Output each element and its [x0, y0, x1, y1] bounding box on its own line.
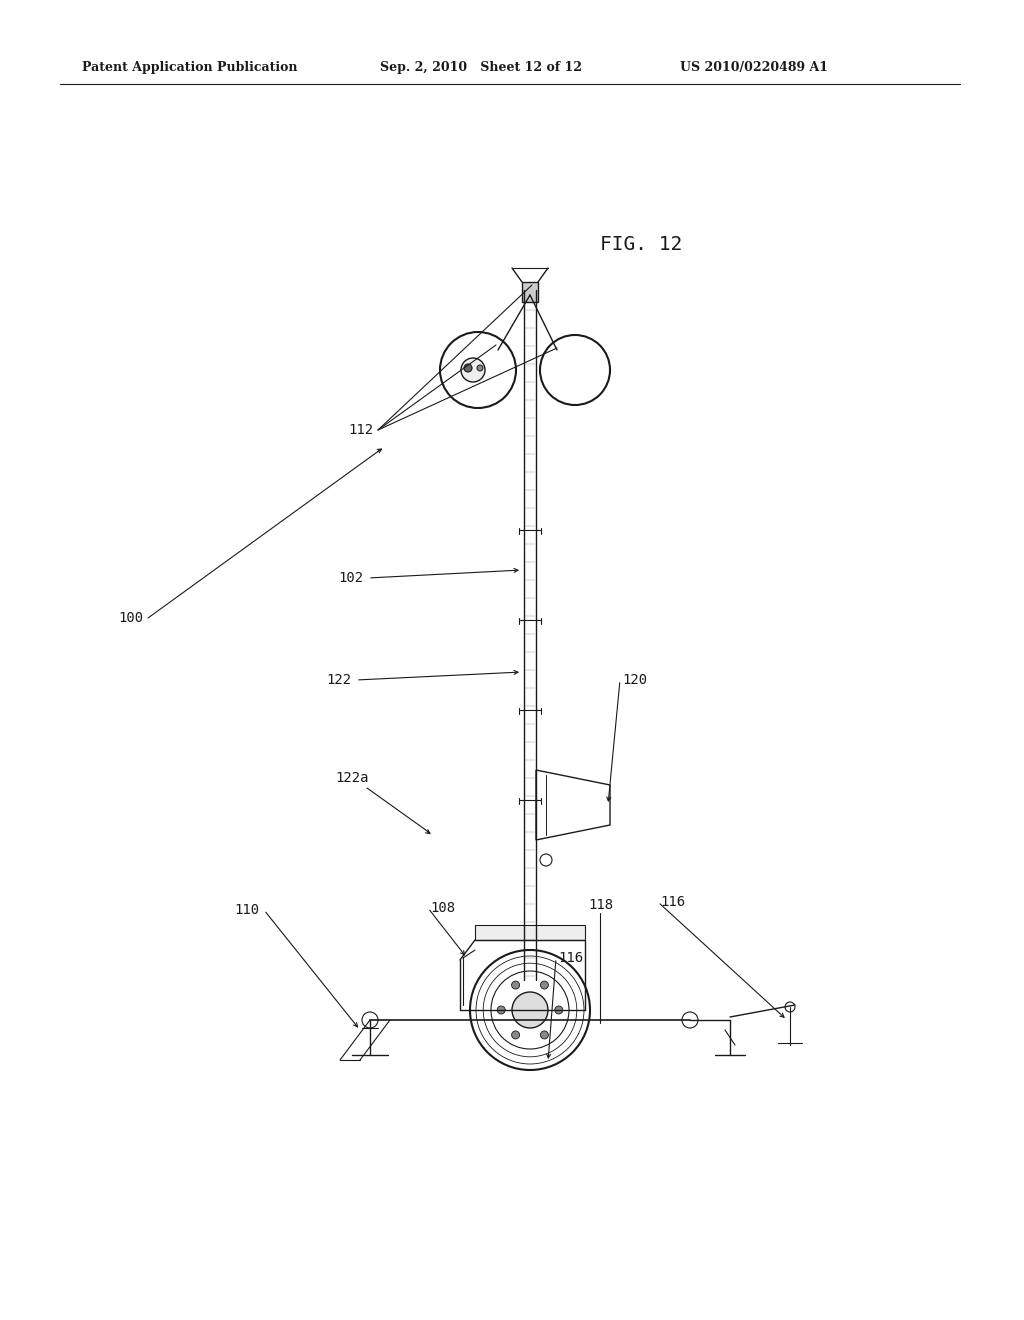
Text: 112: 112: [348, 422, 373, 437]
Circle shape: [490, 972, 569, 1049]
Bar: [536, 808, 554, 820]
Circle shape: [461, 358, 485, 381]
Circle shape: [541, 981, 549, 989]
Bar: [522, 282, 538, 302]
Circle shape: [682, 1012, 698, 1028]
Text: FIG. 12: FIG. 12: [600, 235, 682, 255]
Bar: [536, 822, 550, 832]
Polygon shape: [536, 770, 610, 840]
Text: 108: 108: [430, 902, 455, 915]
Text: 118: 118: [588, 898, 613, 912]
Circle shape: [362, 1012, 378, 1028]
Text: 116: 116: [558, 950, 583, 965]
Circle shape: [512, 981, 519, 989]
Text: 122: 122: [326, 673, 351, 686]
Circle shape: [540, 335, 610, 405]
Circle shape: [477, 366, 483, 371]
Text: Patent Application Publication: Patent Application Publication: [82, 62, 298, 74]
Text: 110: 110: [233, 903, 259, 917]
Circle shape: [541, 1031, 549, 1039]
Circle shape: [555, 1006, 563, 1014]
Text: Sep. 2, 2010   Sheet 12 of 12: Sep. 2, 2010 Sheet 12 of 12: [380, 62, 582, 74]
Text: 100: 100: [118, 611, 143, 624]
Circle shape: [512, 993, 548, 1028]
Text: 116: 116: [660, 895, 685, 909]
Text: 102: 102: [338, 572, 362, 585]
Circle shape: [464, 364, 472, 372]
Bar: [475, 925, 585, 940]
Text: US 2010/0220489 A1: US 2010/0220489 A1: [680, 62, 828, 74]
Text: 122a: 122a: [335, 771, 369, 785]
Circle shape: [440, 333, 516, 408]
Circle shape: [512, 1031, 519, 1039]
Text: 120: 120: [622, 673, 647, 686]
Circle shape: [498, 1006, 505, 1014]
Circle shape: [470, 950, 590, 1071]
